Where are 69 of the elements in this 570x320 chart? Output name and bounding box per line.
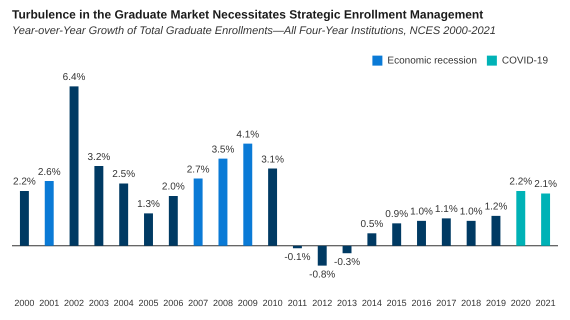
data-label: 1.2% <box>484 202 508 213</box>
data-label: 1.0% <box>410 206 434 218</box>
x-tick-label: 2006 <box>163 298 184 308</box>
data-label: 3.2% <box>87 152 110 163</box>
bar <box>466 220 476 246</box>
bar <box>144 213 153 246</box>
chart-subtitle: Year-over-Year Growth of Total Graduate Enrollments—All Four-Year Institutions, NCES 2000-2021 <box>12 25 496 38</box>
bar <box>392 223 402 246</box>
x-tick-label: 2008 <box>212 298 233 308</box>
bar <box>318 246 327 266</box>
data-label: 2.2% <box>13 176 36 188</box>
x-tick-label: 2012 <box>312 298 332 308</box>
x-tick-label: 2013 <box>337 298 358 308</box>
x-tick-label: 2003 <box>88 298 109 308</box>
data-label: -0.3% <box>334 256 360 268</box>
x-tick-label: 2011 <box>288 298 308 308</box>
bar <box>218 158 228 246</box>
x-tick-label: 2019 <box>486 298 506 308</box>
data-label: 1.1% <box>434 204 458 216</box>
bar <box>44 181 54 246</box>
chart-title: Turbulence in the Graduate Market Necessitates Strategic Enrollment Management <box>12 8 484 22</box>
x-tick-label: 2021 <box>536 298 556 308</box>
x-tick-label: 2020 <box>510 298 531 308</box>
data-label: 1.3% <box>137 199 160 210</box>
bar <box>541 193 550 246</box>
bar <box>442 218 451 246</box>
x-tick-label: 2007 <box>188 298 208 308</box>
data-label: -0.8% <box>309 269 336 280</box>
bar <box>268 168 278 246</box>
x-tick-label: 2009 <box>238 298 258 308</box>
bar <box>20 190 29 246</box>
data-label: 2.2% <box>509 176 532 188</box>
data-label: 2.1% <box>534 179 558 190</box>
bar <box>243 144 252 246</box>
x-tick-label: 2017 <box>436 298 456 308</box>
bar <box>194 178 203 246</box>
x-tick-label: 2018 <box>461 298 482 308</box>
x-tick-label: 2010 <box>262 298 283 308</box>
data-label: -0.1% <box>284 252 311 263</box>
legend-label: COVID-19 <box>502 55 548 66</box>
x-tick-label: 2016 <box>411 298 432 308</box>
data-label: 1.0% <box>460 206 483 218</box>
bar <box>417 220 426 246</box>
x-tick-label: 2005 <box>138 298 159 308</box>
data-label: 3.5% <box>212 144 234 156</box>
bar <box>168 196 178 246</box>
bar <box>119 183 128 246</box>
data-label: 2.6% <box>38 166 61 178</box>
data-label: 6.4% <box>62 72 86 84</box>
x-tick-label: 2014 <box>362 298 382 308</box>
data-label: 0.9% <box>385 209 408 220</box>
x-tick-label: 2015 <box>386 298 407 308</box>
data-label: 3.1% <box>261 154 284 166</box>
data-label: 2.0% <box>162 182 185 193</box>
bar <box>342 246 352 254</box>
x-tick-label: 2004 <box>114 298 134 308</box>
x-tick-label: 2000 <box>14 298 34 308</box>
bar <box>94 166 104 246</box>
legend-label: Economic recession <box>387 55 477 66</box>
data-label: 2.5% <box>112 169 136 180</box>
data-label: 2.7% <box>186 164 210 176</box>
bar <box>367 233 376 246</box>
data-label: 0.5% <box>360 219 384 230</box>
bar <box>70 86 79 246</box>
bar <box>516 190 526 246</box>
data-label: 4.1% <box>236 129 260 140</box>
bar <box>491 216 500 246</box>
x-tick-label: 2001 <box>39 298 60 308</box>
x-tick-label: 2002 <box>64 298 84 308</box>
